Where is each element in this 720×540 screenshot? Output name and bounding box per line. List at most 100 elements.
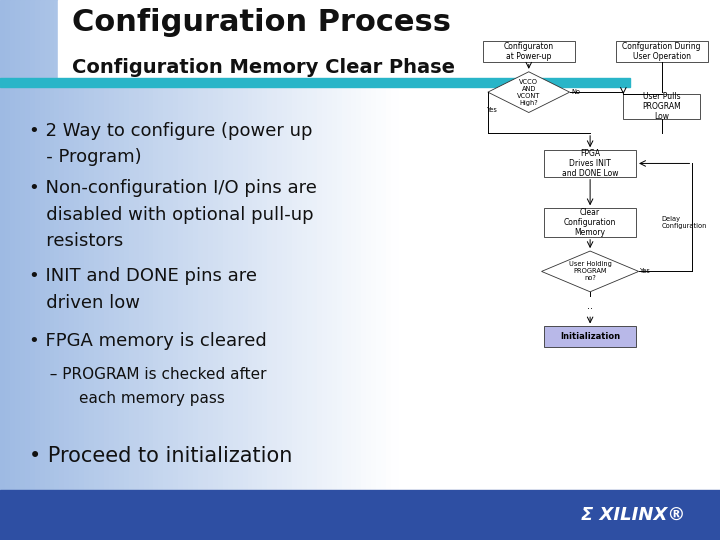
Bar (79, 0, 86, 490)
Bar (386, 0, 392, 490)
Bar (381, 0, 387, 490)
Bar (366, 0, 373, 490)
Bar (361, 0, 368, 490)
Text: Configuration Memory Clear Phase: Configuration Memory Clear Phase (72, 58, 455, 77)
Bar (55, 0, 61, 490)
Text: Initialization: Initialization (560, 332, 620, 341)
Text: No: No (571, 89, 580, 95)
Bar (30, 0, 36, 490)
Bar (287, 0, 294, 490)
Bar (20, 0, 26, 490)
Bar (45, 0, 51, 490)
Bar (40, 0, 46, 490)
Bar (233, 0, 239, 490)
Bar (60, 0, 66, 490)
Bar (84, 0, 91, 490)
Bar (158, 0, 165, 490)
Bar (376, 0, 382, 490)
Bar (104, 0, 110, 490)
Bar (312, 0, 318, 490)
Bar (327, 0, 333, 490)
Bar (272, 0, 279, 490)
Text: Configuraton
at Power-up: Configuraton at Power-up (504, 42, 554, 61)
Text: FPGA
Drives INIT
and DONE Low: FPGA Drives INIT and DONE Low (562, 148, 618, 178)
Bar (94, 0, 101, 490)
Text: driven low: driven low (29, 294, 140, 312)
Bar (114, 0, 120, 490)
Bar (213, 0, 220, 490)
Bar (351, 0, 358, 490)
Bar (0, 78, 630, 87)
Polygon shape (541, 251, 639, 292)
Text: resistors: resistors (29, 232, 123, 250)
Text: • INIT and DONE pins are: • INIT and DONE pins are (29, 267, 257, 285)
Bar (262, 0, 269, 490)
Text: User Holding
PROGRAM
no?: User Holding PROGRAM no? (569, 261, 611, 281)
Bar (332, 0, 338, 490)
Bar (238, 0, 244, 490)
Bar (0, 490, 720, 540)
Bar (222, 0, 229, 490)
Bar (24, 0, 31, 490)
FancyBboxPatch shape (624, 94, 700, 119)
Bar (134, 0, 140, 490)
Bar (89, 0, 96, 490)
Polygon shape (488, 72, 570, 112)
Bar (322, 0, 328, 490)
Bar (58, 0, 720, 78)
Bar (99, 0, 105, 490)
Bar (10, 0, 17, 490)
Bar (228, 0, 234, 490)
Bar (391, 0, 397, 490)
Text: - Program): - Program) (29, 148, 141, 166)
FancyBboxPatch shape (482, 41, 575, 62)
Bar (203, 0, 210, 490)
Bar (119, 0, 125, 490)
Bar (317, 0, 323, 490)
Bar (258, 0, 264, 490)
Text: Delay
Configuration: Delay Configuration (662, 216, 707, 229)
Text: Confguration During
User Operation: Confguration During User Operation (622, 42, 701, 61)
Bar (218, 0, 224, 490)
Bar (183, 0, 189, 490)
Bar (50, 0, 56, 490)
Text: User Pulls
PROGRAM
Low: User Pulls PROGRAM Low (642, 91, 681, 122)
Bar (253, 0, 259, 490)
Bar (302, 0, 308, 490)
Text: – PROGRAM is checked after: – PROGRAM is checked after (40, 367, 266, 382)
FancyBboxPatch shape (544, 208, 636, 237)
Bar (372, 0, 377, 490)
Bar (356, 0, 363, 490)
Bar (341, 0, 348, 490)
Bar (297, 0, 303, 490)
Bar (35, 0, 41, 490)
Bar (129, 0, 135, 490)
Text: • FPGA memory is cleared: • FPGA memory is cleared (29, 332, 266, 350)
Bar (69, 0, 76, 490)
Text: disabled with optional pull-up: disabled with optional pull-up (29, 206, 313, 224)
FancyBboxPatch shape (544, 150, 636, 177)
Text: Clear
Configuration
Memory: Clear Configuration Memory (564, 207, 616, 238)
Bar (193, 0, 199, 490)
Text: VCCO
AND
VCONT
High?: VCCO AND VCONT High? (517, 79, 541, 106)
Bar (292, 0, 299, 490)
Bar (277, 0, 284, 490)
Text: • Proceed to initialization: • Proceed to initialization (29, 446, 292, 465)
Bar (143, 0, 150, 490)
Text: • Non-configuration I/O pins are: • Non-configuration I/O pins are (29, 179, 317, 197)
Bar (243, 0, 249, 490)
FancyBboxPatch shape (616, 41, 708, 62)
Bar (15, 0, 22, 490)
Bar (198, 0, 204, 490)
Bar (179, 0, 184, 490)
Text: ..: .. (587, 301, 593, 311)
Bar (174, 0, 180, 490)
Bar (267, 0, 274, 490)
Bar (5, 0, 12, 490)
Text: Configuration Process: Configuration Process (72, 8, 451, 37)
Text: Yes: Yes (487, 107, 498, 113)
Bar (168, 0, 175, 490)
Text: • 2 Way to configure (power up: • 2 Way to configure (power up (29, 122, 312, 139)
FancyBboxPatch shape (544, 326, 636, 347)
Bar (148, 0, 155, 490)
